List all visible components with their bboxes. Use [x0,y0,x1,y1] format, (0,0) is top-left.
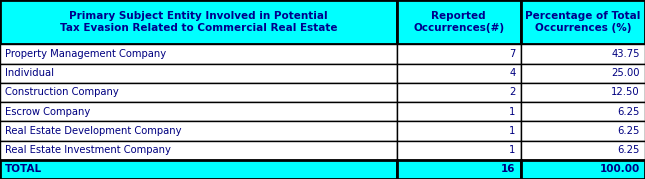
Bar [521,121,645,141]
Text: Property Management Company: Property Management Company [5,49,166,59]
Bar [521,160,645,179]
Bar [521,141,645,160]
Text: 6.25: 6.25 [617,126,640,136]
Bar [0,44,397,64]
Bar [397,64,521,83]
Bar [397,121,521,141]
Bar [397,83,521,102]
Text: Individual: Individual [5,68,54,78]
Text: Real Estate Investment Company: Real Estate Investment Company [5,145,171,155]
Bar [0,64,397,83]
Text: Escrow Company: Escrow Company [5,107,90,117]
Text: 1: 1 [509,107,515,117]
Bar [0,121,397,141]
Bar [0,141,397,160]
Text: Reported
Occurrences(#): Reported Occurrences(#) [413,11,504,33]
Bar [521,44,645,64]
Bar [521,83,645,102]
Text: 43.75: 43.75 [611,49,640,59]
Text: Real Estate Development Company: Real Estate Development Company [5,126,182,136]
Bar [0,160,397,179]
Text: 16: 16 [501,164,515,174]
Bar [521,64,645,83]
Text: 6.25: 6.25 [617,107,640,117]
Text: 1: 1 [509,145,515,155]
Bar [397,141,521,160]
Bar [0,102,397,121]
Bar [397,102,521,121]
Bar [397,44,521,64]
Text: 7: 7 [509,49,515,59]
Text: Construction Company: Construction Company [5,87,119,97]
Bar [0,83,397,102]
Text: Percentage of Total
Occurrences (%): Percentage of Total Occurrences (%) [525,11,640,33]
Bar [397,160,521,179]
Bar [521,102,645,121]
Text: 100.00: 100.00 [600,164,640,174]
Text: 2: 2 [509,87,515,97]
Text: TOTAL: TOTAL [5,164,43,174]
Text: 25.00: 25.00 [611,68,640,78]
Bar [521,0,645,44]
Text: 1: 1 [509,126,515,136]
Bar [397,0,521,44]
Bar [0,0,397,44]
Text: 4: 4 [509,68,515,78]
Text: 6.25: 6.25 [617,145,640,155]
Text: Primary Subject Entity Involved in Potential
Tax Evasion Related to Commercial R: Primary Subject Entity Involved in Poten… [59,11,337,33]
Text: 12.50: 12.50 [611,87,640,97]
